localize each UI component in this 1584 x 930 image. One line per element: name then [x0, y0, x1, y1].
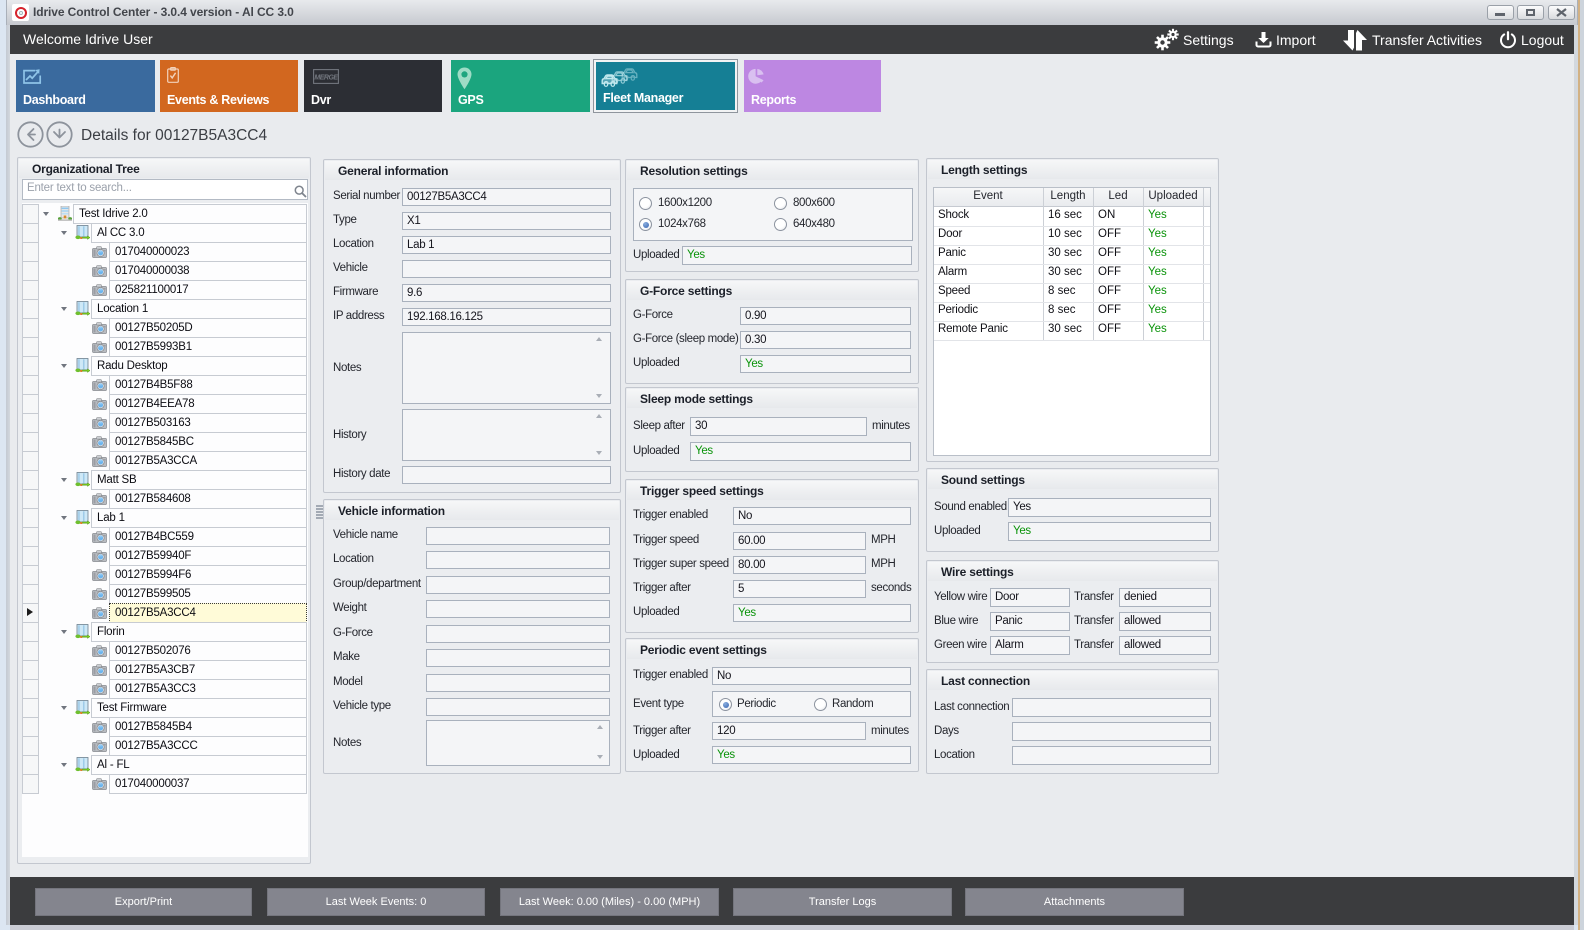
svg-text:MERGE: MERGE [314, 75, 338, 82]
